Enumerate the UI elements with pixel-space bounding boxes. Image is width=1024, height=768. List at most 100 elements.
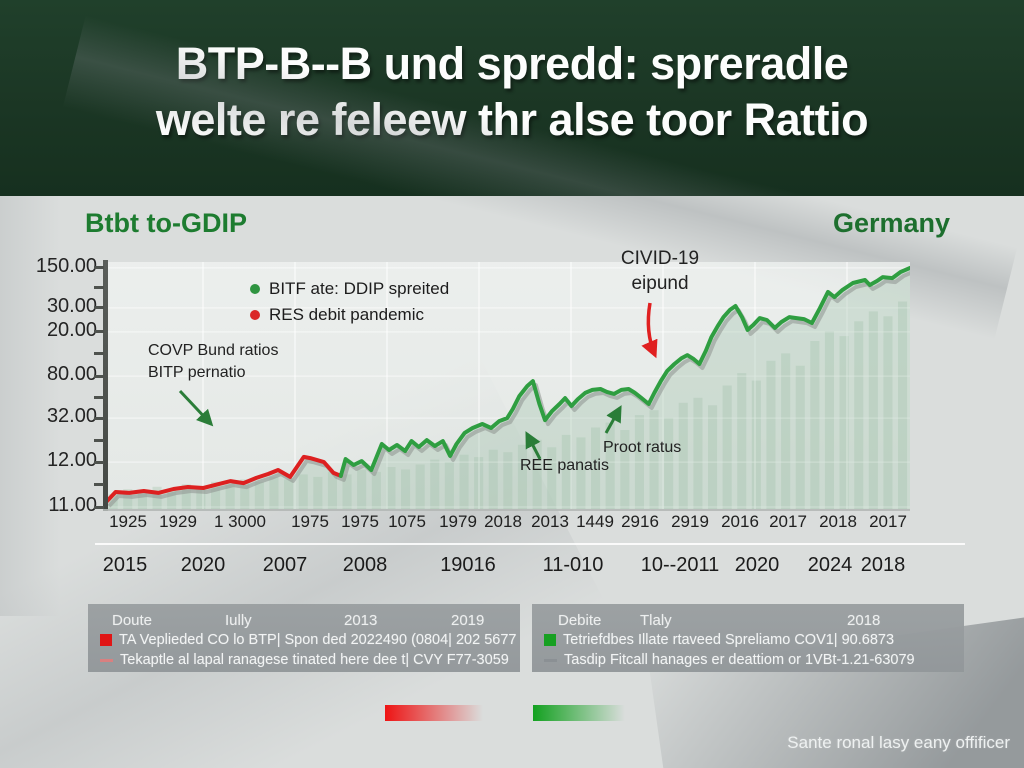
x-axis-tick-label-row2: 2020 xyxy=(180,554,226,576)
legend-box-row-text: Tetriefdbes Illate rtaveed Spreliamo COV… xyxy=(563,632,895,648)
background-bar xyxy=(693,397,703,509)
legend-box-row-text: Tekaptle al lapal ranagese tinated here … xyxy=(120,652,509,668)
background-bar xyxy=(737,373,747,509)
y-axis-tick xyxy=(94,460,104,464)
red-dot-icon xyxy=(250,310,260,320)
background-bar xyxy=(839,336,849,509)
background-bar xyxy=(371,471,381,509)
background-bar xyxy=(269,476,279,509)
background-bar xyxy=(211,481,221,509)
background-bar xyxy=(868,311,878,509)
y-axis-tick-label: 150.00 xyxy=(35,254,97,277)
x-axis-tick-label-row1: 2013 xyxy=(531,512,569,531)
x-axis-tick-label-row2: 10--2011 xyxy=(640,554,720,576)
annotation-covp: COVP Bund ratios BITP pernatio xyxy=(148,340,278,384)
chart-title-left: Btbt to-GDIP xyxy=(85,208,247,238)
background-bar xyxy=(415,464,425,509)
x-axis-tick-label-row1: 2017 xyxy=(769,512,807,531)
legend-box-row-text: TA Veplieded CO lo BTP| Spon ded 2022490… xyxy=(119,632,517,648)
x-axis-tick-label-row2: 2008 xyxy=(342,554,388,576)
legend-box-header: 2013 xyxy=(344,612,378,629)
background-bar xyxy=(123,489,133,509)
y-axis-tick xyxy=(94,330,104,334)
annotation-ree: REE panatis xyxy=(520,457,609,474)
x-axis-tick-label-row1: 1449 xyxy=(576,512,614,531)
legend-box-row: Tekaptle al lapal ranagese tinated here … xyxy=(100,652,509,668)
background-bar xyxy=(576,437,586,509)
background-bar xyxy=(664,417,674,509)
background-bar xyxy=(459,454,469,509)
y-axis-tick xyxy=(94,416,104,420)
y-axis-tick-label: 30.00 xyxy=(46,294,97,317)
background-bar xyxy=(327,471,337,509)
footer-credit: Sante ronal lasy eany offificer xyxy=(787,733,1010,752)
y-axis-tick-label: 80.00 xyxy=(46,363,97,386)
legend-box-header: 2018 xyxy=(847,612,881,629)
background-bar xyxy=(167,489,177,509)
y-axis-tick-label: 32.00 xyxy=(46,405,97,428)
area-fill xyxy=(106,267,910,509)
y-axis-tick xyxy=(94,306,104,310)
background-bar xyxy=(357,469,367,509)
x-axis-tick-label-row2: 2018 xyxy=(860,554,906,576)
x-axis-tick-label-row1: 2916 xyxy=(621,512,659,531)
green-gradient-bar xyxy=(533,705,625,721)
x-axis-tick-label-row2: 2007 xyxy=(262,554,308,576)
background-bar xyxy=(708,405,718,509)
background-bar xyxy=(591,427,601,509)
line-chart xyxy=(106,262,910,509)
legend-box-header: Debite xyxy=(558,612,602,629)
series-line xyxy=(338,265,910,478)
background-bar xyxy=(751,380,761,509)
x-axis-tick-label-row2: 2015 xyxy=(102,554,148,576)
legend-box-row-text: Tasdip Fitcall hanages er deattiom or 1V… xyxy=(564,652,915,668)
legend-box-header: 2019 xyxy=(451,612,485,629)
annotation-text: BITP pernatio xyxy=(148,364,246,381)
y-axis-tick-label: 20.00 xyxy=(46,318,97,341)
background-bar xyxy=(561,434,571,509)
x-axis-tick-label-row1: 1925 xyxy=(109,512,147,531)
legend-box-row: Tasdip Fitcall hanages er deattiom or 1V… xyxy=(544,652,915,668)
y-axis xyxy=(103,260,108,511)
annotation-covid: CIVID-19 eipund xyxy=(598,246,722,296)
background-bar xyxy=(678,402,688,509)
title-banner: BTP-B--B und spredd: spreradle welte re … xyxy=(0,0,1024,196)
background-bar xyxy=(766,360,776,509)
series-line xyxy=(106,454,343,505)
background-bar xyxy=(137,491,147,509)
background-bar xyxy=(649,410,659,509)
x-axis-tick-label-row2: 2020 xyxy=(734,554,780,576)
y-axis-tick xyxy=(94,374,104,378)
legend-label: RES debit pandemic xyxy=(269,305,424,324)
x-axis-separator xyxy=(95,543,965,545)
x-axis-tick-label-row1: 1975 xyxy=(291,512,329,531)
red-dash-icon xyxy=(100,658,113,662)
legend-entry: RES debit pandemic xyxy=(250,302,449,328)
legend-box-row: TA Veplieded CO lo BTP| Spon ded 2022490… xyxy=(100,632,516,648)
background-bar xyxy=(605,422,615,509)
x-axis-tick-label-row2: 2024 xyxy=(807,554,853,576)
red-square-icon xyxy=(100,634,112,646)
y-axis-minor-tick xyxy=(94,395,104,399)
legend-label: BITF ate: DDIP spreited xyxy=(269,279,450,298)
green-square-icon xyxy=(544,634,556,646)
background-bar xyxy=(254,481,264,509)
background-bar xyxy=(854,321,864,509)
background-bar xyxy=(284,479,294,509)
background-bar xyxy=(517,444,527,509)
annotation-text: CIVID-19 xyxy=(620,248,700,269)
background-bar xyxy=(795,365,805,509)
y-axis-tick xyxy=(94,505,104,509)
background-bar xyxy=(444,462,454,509)
y-axis-tick-label: 12.00 xyxy=(46,449,97,472)
background-bar xyxy=(386,467,396,509)
legend-box-header: Tlaly xyxy=(640,612,672,629)
red-gradient-bar xyxy=(385,705,483,721)
legend-box-right: Debite Tlaly 2018 Tetriefdbes Illate rta… xyxy=(532,604,964,672)
x-axis-tick-label-row1: 2016 xyxy=(721,512,759,531)
background-bar xyxy=(503,452,513,509)
x-axis-baseline xyxy=(103,509,910,511)
background-bar xyxy=(883,316,893,509)
background-bar xyxy=(620,430,630,509)
x-axis-tick-label-row1: 1075 xyxy=(388,512,426,531)
